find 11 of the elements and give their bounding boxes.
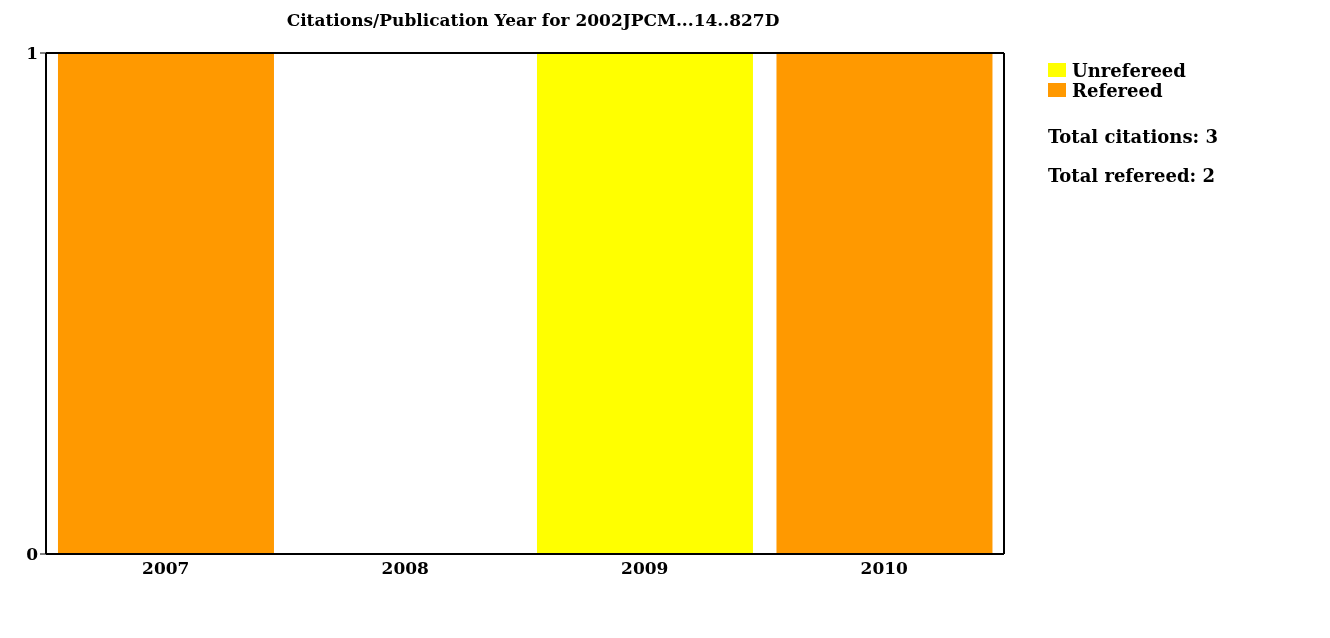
x-tick-label: 2008 [381,558,429,579]
x-tick-label: 2009 [621,558,669,579]
legend-label: Refereed [1072,79,1163,101]
legend-label: Unrefereed [1072,59,1186,81]
text: Total citations: 3 [1048,126,1219,147]
y-tick-label: 0 [26,544,39,565]
x-tick-label: 2007 [142,558,190,579]
x-tick-label: 2010 [860,558,909,579]
chart-title: Citations/Publication Year for 2002JPCM...14..827D [285,10,781,30]
y-tick-label: 1 [26,43,38,64]
text: Total refereed: 2 [1048,165,1216,186]
